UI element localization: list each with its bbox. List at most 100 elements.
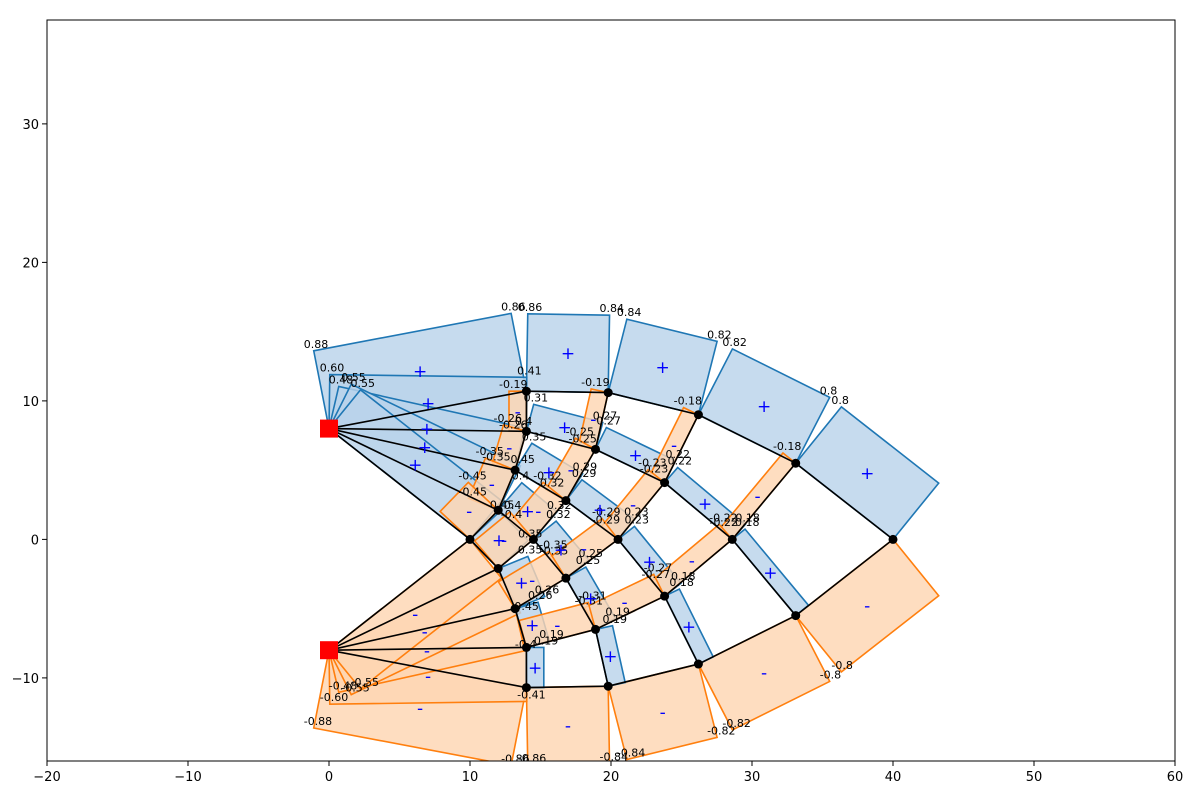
sign-marker-13: + [860, 464, 874, 484]
value-label-start-25: 0.18 [669, 576, 694, 589]
member-line-22 [514, 469, 567, 502]
sign-marker-31: + [514, 574, 528, 594]
member-line-40 [532, 500, 567, 540]
member-line-26 [497, 509, 534, 541]
value-label-start-1: 0.60 [320, 362, 345, 375]
x-tick-label-0: 0 [325, 770, 333, 785]
value-label-start-36: -0.35 [475, 445, 503, 458]
node-17 [660, 478, 670, 488]
sign-marker-7: - [424, 641, 430, 661]
sign-marker-42: - [671, 436, 677, 456]
value-label-start-24: 0.23 [624, 513, 649, 526]
sign-marker-43: - [630, 496, 636, 516]
member-line-32 [514, 608, 528, 648]
member-line-48 [595, 595, 665, 631]
value-label-start-17: -0.8 [831, 659, 852, 672]
member-line-9 [328, 538, 471, 651]
value-label-end-46: -0.22 [709, 516, 737, 529]
member-line-20 [664, 481, 733, 541]
value-label-end-7: -0.4 [515, 638, 536, 651]
sign-marker-6: - [425, 667, 431, 687]
value-label-start-16: -0.82 [722, 717, 750, 730]
value-label-end-23: 0.23 [624, 506, 649, 519]
sign-marker-41: - [501, 531, 507, 551]
value-label-start-45: -0.35 [539, 538, 567, 551]
value-label-start-10: 0.86 [518, 301, 543, 314]
value-label-start-14: -0.86 [518, 752, 546, 765]
y-tick-label-0: 0 [31, 533, 39, 548]
x-tick-label-50: 50 [1026, 770, 1043, 785]
value-label-end-48: -0.31 [575, 595, 603, 608]
sign-marker-46: - [755, 487, 761, 507]
sign-marker-47: - [689, 551, 695, 571]
member-line-17 [795, 538, 894, 617]
node-8 [521, 683, 531, 693]
value-label-start-22: 0.35 [522, 430, 547, 443]
member-line-31 [497, 568, 516, 609]
sign-marker-1: + [421, 394, 435, 414]
member-line-29 [594, 629, 609, 687]
value-label-end-20: 0.18 [735, 511, 760, 524]
x-tick-label-60: 60 [1167, 770, 1184, 785]
node-10 [561, 496, 571, 506]
sign-marker-18: + [557, 418, 571, 438]
sign-marker-2: + [420, 419, 434, 439]
member-line-2 [328, 427, 516, 471]
sign-marker-29: + [603, 647, 617, 667]
plot-area: 0.88 0.86 0.60 0.41 0.48 0.4 0.55 0.45 0.55 -0.88… [304, 300, 940, 765]
member-line-10 [526, 390, 609, 394]
member-line-39 [565, 448, 597, 502]
value-label-start-48: -0.27 [644, 561, 672, 574]
member-line-5 [328, 649, 527, 689]
value-label-start-5: -0.88 [304, 715, 332, 728]
value-label-start-31: 0.35 [518, 543, 543, 556]
value-label-start-37: -0.45 [458, 469, 486, 482]
value-label-end-16: -0.8 [820, 668, 841, 681]
value-label-end-35: -0.35 [482, 451, 510, 464]
sign-marker-32: + [525, 616, 539, 636]
member-line-15 [607, 663, 699, 687]
node-9 [528, 534, 538, 544]
sign-marker-3: + [418, 438, 432, 458]
member-line-16 [698, 614, 797, 665]
member-line-35 [514, 431, 528, 471]
node-4 [510, 604, 520, 614]
member-line-46 [731, 462, 797, 540]
node-11 [561, 573, 571, 583]
member-line-30 [469, 538, 499, 570]
value-label-end-3: 0.45 [510, 453, 535, 466]
sign-marker-49: - [554, 616, 560, 636]
value-label-start-38: -0.19 [581, 376, 609, 389]
value-label-start-34: -0.19 [499, 378, 527, 391]
node-7 [521, 386, 531, 396]
value-label-start-42: -0.18 [674, 395, 702, 408]
sign-marker-24: + [642, 552, 656, 572]
member-line-21 [731, 538, 797, 617]
member-line-47 [664, 538, 733, 597]
y-axis: −10 0 10 20 30 [12, 118, 47, 687]
value-label-start-27: 0.32 [546, 508, 571, 521]
sign-marker-38: - [590, 410, 596, 430]
sign-marker-25: + [682, 618, 696, 638]
support-layer [320, 419, 338, 660]
sign-marker-16: - [761, 664, 767, 684]
x-axis: −20 −10 0 10 20 30 40 50 60 [33, 761, 1183, 785]
node-18 [660, 591, 670, 601]
sign-marker-40: - [535, 502, 541, 522]
member-line-41 [497, 538, 534, 570]
value-label-start-9: -0.55 [350, 676, 378, 689]
value-label-start-40: -0.32 [533, 469, 561, 482]
value-label-start-7: -0.48 [329, 679, 357, 692]
member-line-28 [565, 577, 597, 630]
value-label-start-47: -0.22 [709, 511, 737, 524]
value-label-end-28: 0.19 [605, 605, 630, 618]
value-label-end-5: -0.86 [501, 752, 529, 765]
value-label-end-22: 0.29 [573, 461, 598, 474]
node-3 [510, 465, 520, 475]
x-tick-label-40: 40 [885, 770, 902, 785]
sign-marker-8: - [422, 623, 428, 643]
member-line-19 [595, 448, 665, 484]
value-label-start-11: 0.84 [617, 306, 642, 319]
value-label-start-4: 0.55 [350, 377, 375, 390]
